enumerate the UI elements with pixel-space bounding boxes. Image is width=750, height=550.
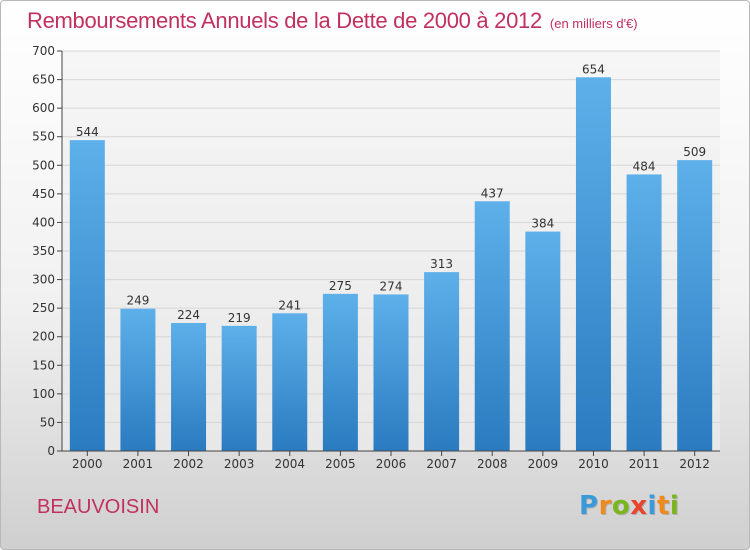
bar-2004 [272, 313, 308, 451]
x-tick-label-2004: 2004 [274, 457, 305, 471]
bar-2010 [575, 77, 611, 452]
y-tick-label: 250 [32, 301, 55, 315]
logo-letter: P [579, 491, 599, 521]
data-label-2012: 509 [683, 145, 706, 159]
data-label-2000: 544 [76, 125, 99, 139]
y-tick-label: 600 [32, 101, 55, 115]
commune-name: BEAUVOISIN [37, 496, 160, 518]
y-tick-label: 500 [32, 158, 55, 172]
y-tick-label: 50 [40, 415, 55, 429]
x-tick-label-2010: 2010 [578, 457, 609, 471]
y-tick-label: 200 [32, 330, 55, 344]
y-tick-label: 300 [32, 273, 55, 287]
data-label-2008: 437 [481, 186, 504, 200]
data-label-2005: 275 [329, 279, 352, 293]
y-tick-label: 150 [32, 358, 55, 372]
logo-letter: o [611, 491, 631, 521]
y-tick-label: 400 [32, 215, 55, 229]
logo-letter: i [669, 491, 680, 521]
unit-label: (en milliers d'€) [549, 16, 638, 31]
data-label-2009: 384 [531, 217, 554, 231]
x-tick-label-2009: 2009 [528, 457, 559, 471]
x-tick-label-2003: 2003 [224, 457, 255, 471]
y-tick-label: 450 [32, 187, 55, 201]
y-tick-label: 0 [47, 444, 55, 458]
logo-letter: i [647, 491, 657, 521]
bar-2011 [626, 174, 662, 451]
bar-2005 [322, 293, 358, 451]
chart-title-text: Remboursements Annuels de la Dette de 20… [27, 8, 542, 33]
bar-2001 [120, 308, 156, 451]
x-tick-label-2007: 2007 [426, 457, 457, 471]
y-tick-label: 650 [32, 73, 55, 87]
bar-2008 [474, 201, 510, 451]
bar-2006 [373, 294, 409, 451]
bar-2002 [171, 323, 207, 451]
x-tick-label-2005: 2005 [325, 457, 356, 471]
data-label-2010: 654 [582, 62, 605, 76]
proxiti-logo: Proxiti [579, 491, 679, 521]
x-tick-label-2002: 2002 [173, 457, 204, 471]
x-tick-label-2012: 2012 [679, 457, 710, 471]
logo-letter: t [656, 491, 670, 521]
data-label-2002: 224 [177, 308, 200, 322]
x-tick-label-2011: 2011 [629, 457, 660, 471]
data-label-2001: 249 [126, 294, 149, 308]
bars: 544 249 224 219 241 275 274 313 437 384 654 484 509 [69, 62, 713, 452]
logo-letter: x [630, 491, 648, 521]
bar-2003 [221, 325, 257, 451]
y-tick-label: 350 [32, 244, 55, 258]
data-label-2007: 313 [430, 257, 453, 271]
axes: 0 50 100 150 200 250 300 350 400 450 500 550 600 650 7… [32, 44, 720, 471]
x-tick-label-2008: 2008 [477, 457, 508, 471]
data-label-2003: 219 [228, 311, 251, 325]
data-label-2011: 484 [633, 159, 656, 173]
x-tick-label-2006: 2006 [376, 457, 407, 471]
y-tick-label: 100 [32, 387, 55, 401]
bar-2007 [424, 272, 460, 451]
data-label-2004: 241 [278, 298, 301, 312]
bar-2009 [525, 231, 561, 451]
y-tick-label: 550 [32, 130, 55, 144]
y-tick-label: 700 [32, 44, 55, 58]
chart-title: Remboursements Annuels de la Dette de 20… [27, 8, 638, 34]
data-label-2006: 274 [380, 279, 403, 293]
x-tick-label-2001: 2001 [123, 457, 154, 471]
bar-2012 [677, 160, 713, 451]
bar-2000 [69, 140, 105, 451]
x-tick-label-2000: 2000 [72, 457, 103, 471]
logo-letter: r [598, 491, 612, 521]
